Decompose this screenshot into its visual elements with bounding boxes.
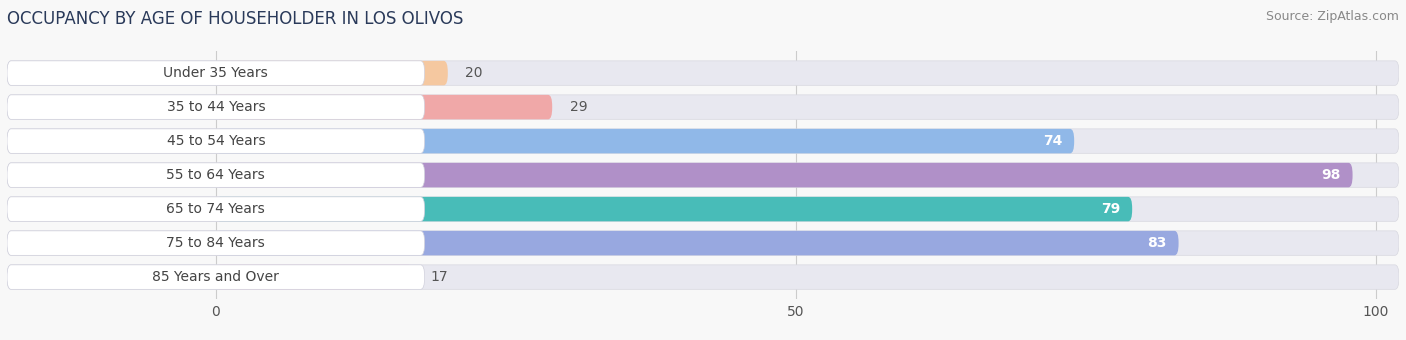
Text: 79: 79 bbox=[1101, 202, 1121, 216]
FancyBboxPatch shape bbox=[7, 265, 425, 289]
FancyBboxPatch shape bbox=[7, 231, 425, 255]
Text: Under 35 Years: Under 35 Years bbox=[163, 66, 269, 80]
FancyBboxPatch shape bbox=[7, 197, 425, 221]
Text: 85 Years and Over: 85 Years and Over bbox=[152, 270, 280, 284]
Text: 75 to 84 Years: 75 to 84 Years bbox=[166, 236, 266, 250]
FancyBboxPatch shape bbox=[7, 129, 1399, 153]
FancyBboxPatch shape bbox=[217, 163, 1353, 187]
Text: 17: 17 bbox=[430, 270, 449, 284]
FancyBboxPatch shape bbox=[217, 231, 1178, 255]
Text: OCCUPANCY BY AGE OF HOUSEHOLDER IN LOS OLIVOS: OCCUPANCY BY AGE OF HOUSEHOLDER IN LOS O… bbox=[7, 10, 464, 28]
FancyBboxPatch shape bbox=[7, 163, 1399, 187]
FancyBboxPatch shape bbox=[7, 61, 1399, 85]
FancyBboxPatch shape bbox=[7, 231, 1399, 255]
Text: 45 to 54 Years: 45 to 54 Years bbox=[166, 134, 266, 148]
FancyBboxPatch shape bbox=[7, 129, 425, 153]
Text: 20: 20 bbox=[465, 66, 482, 80]
Text: 98: 98 bbox=[1322, 168, 1341, 182]
FancyBboxPatch shape bbox=[217, 265, 413, 289]
FancyBboxPatch shape bbox=[217, 197, 1132, 221]
FancyBboxPatch shape bbox=[7, 95, 425, 119]
Text: 35 to 44 Years: 35 to 44 Years bbox=[166, 100, 266, 114]
FancyBboxPatch shape bbox=[7, 61, 425, 85]
Text: 65 to 74 Years: 65 to 74 Years bbox=[166, 202, 266, 216]
FancyBboxPatch shape bbox=[7, 95, 1399, 119]
Text: 83: 83 bbox=[1147, 236, 1167, 250]
FancyBboxPatch shape bbox=[217, 95, 553, 119]
FancyBboxPatch shape bbox=[7, 265, 1399, 289]
FancyBboxPatch shape bbox=[217, 61, 449, 85]
FancyBboxPatch shape bbox=[217, 129, 1074, 153]
Text: 74: 74 bbox=[1043, 134, 1063, 148]
Text: 55 to 64 Years: 55 to 64 Years bbox=[166, 168, 266, 182]
FancyBboxPatch shape bbox=[7, 163, 425, 187]
FancyBboxPatch shape bbox=[7, 197, 1399, 221]
Text: Source: ZipAtlas.com: Source: ZipAtlas.com bbox=[1265, 10, 1399, 23]
Text: 29: 29 bbox=[569, 100, 588, 114]
